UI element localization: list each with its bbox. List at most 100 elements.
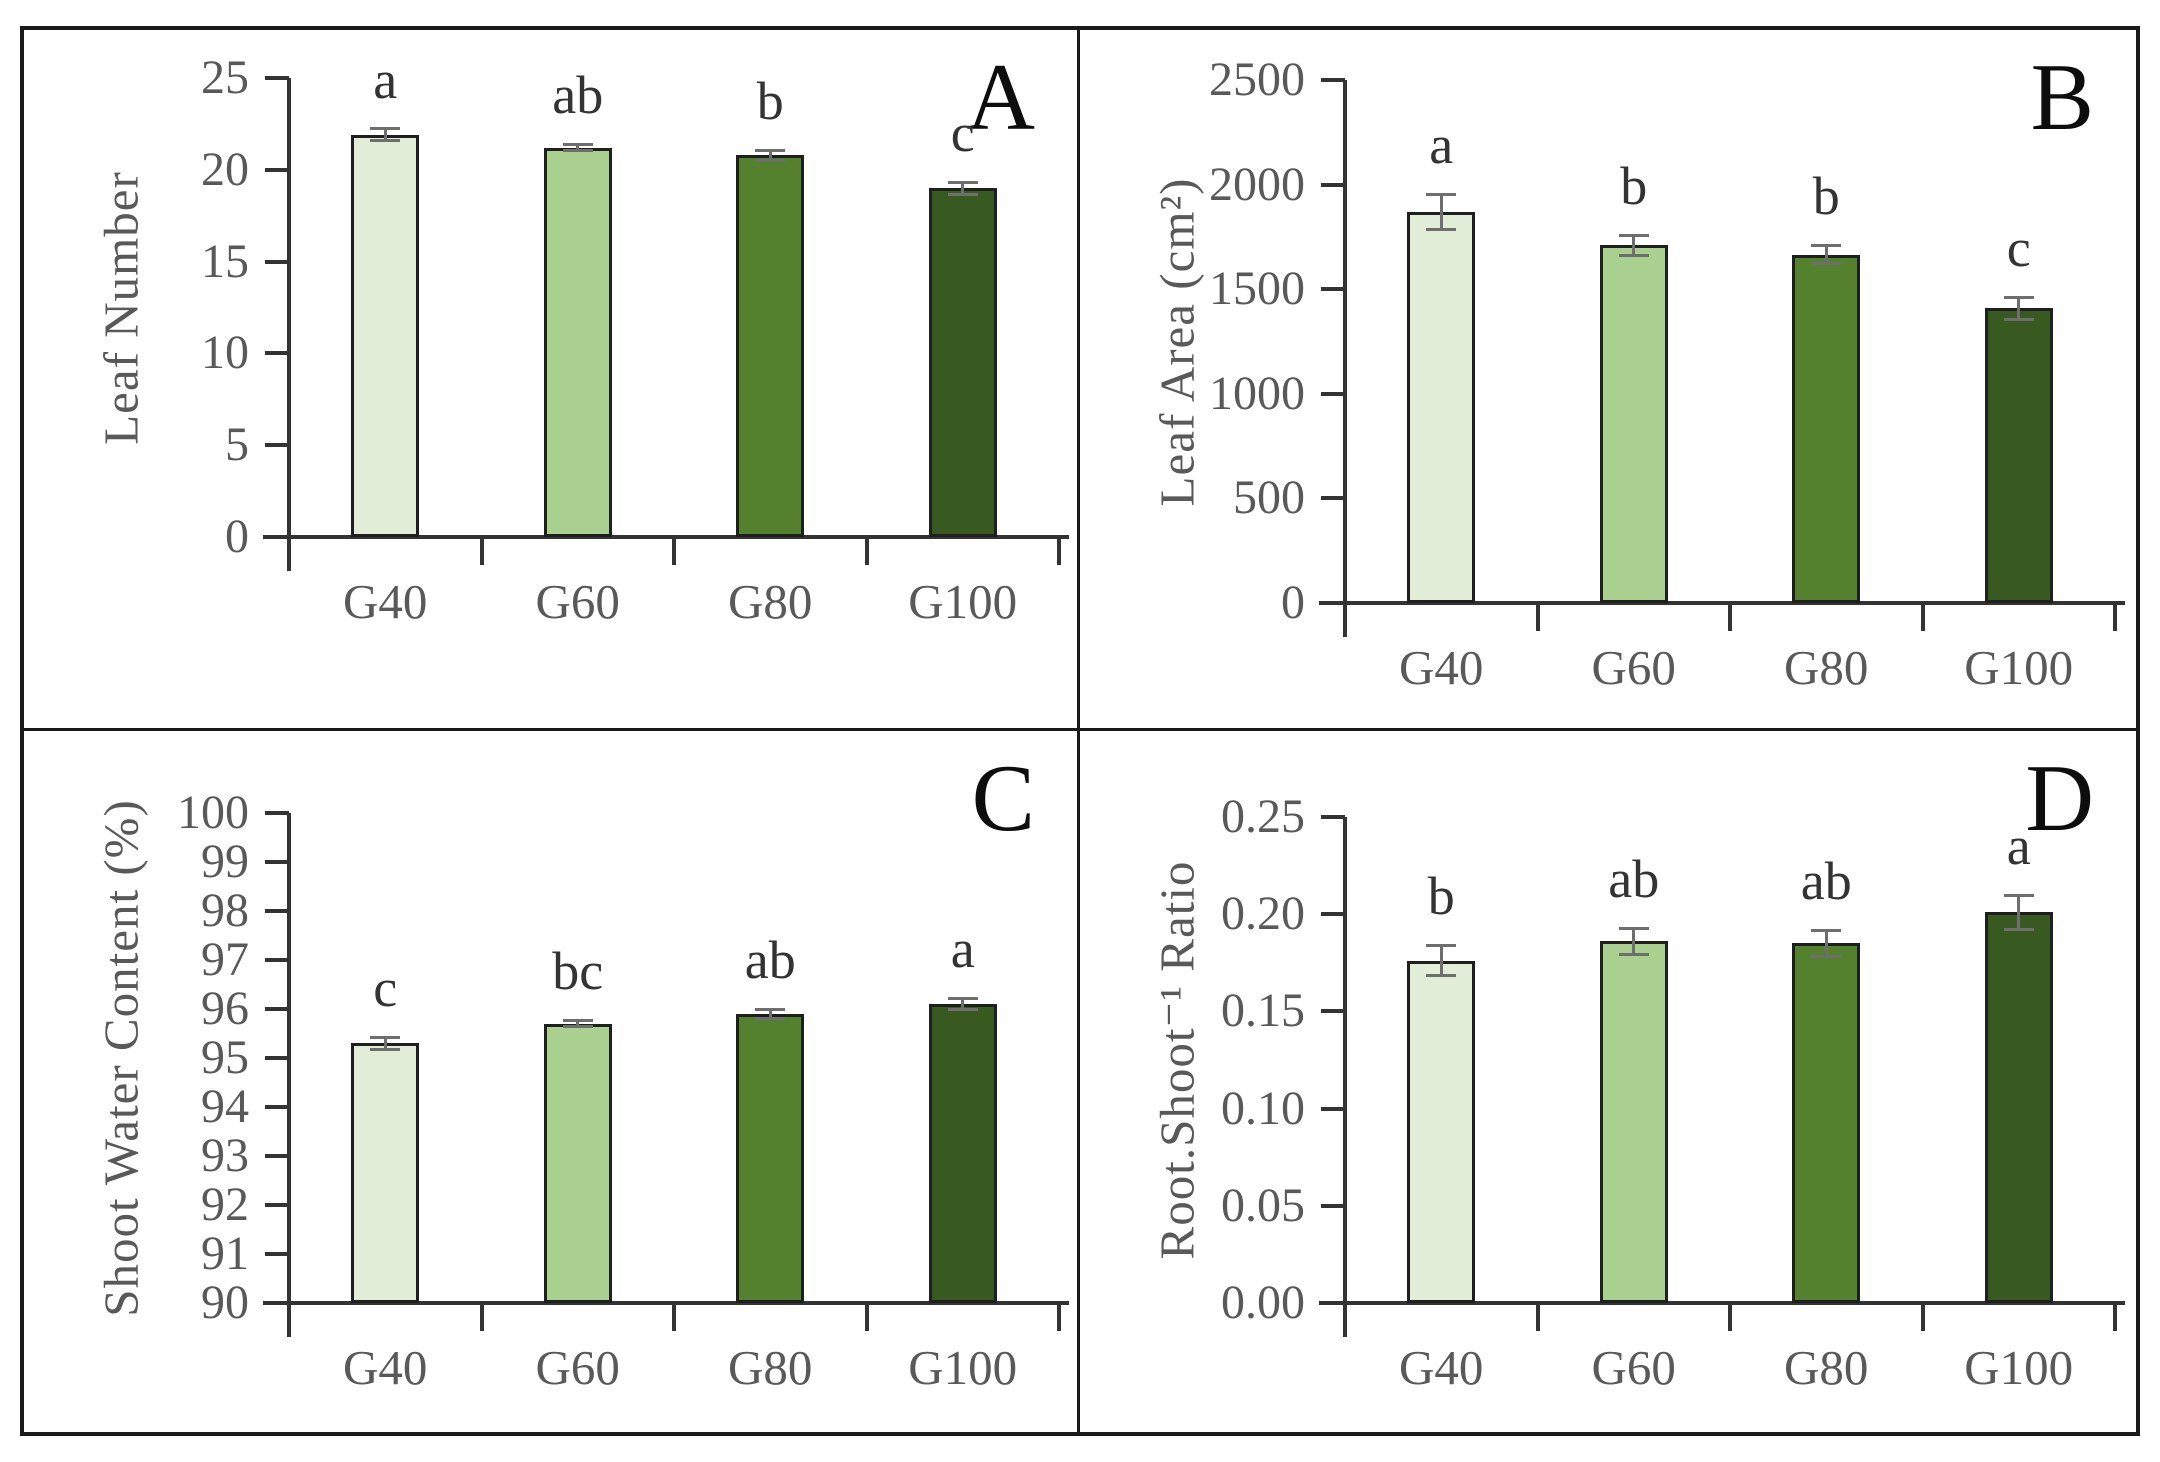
- y-tick: [265, 860, 289, 864]
- y-tick: [1321, 912, 1345, 917]
- y-tick: [265, 535, 289, 539]
- significance-letter: b: [756, 70, 784, 131]
- y-tick: [265, 1252, 289, 1256]
- significance-letter: c: [373, 957, 398, 1018]
- error-bar-cap-bottom: [1618, 953, 1649, 957]
- x-tick: [2113, 603, 2117, 631]
- x-tick: [672, 537, 676, 565]
- significance-letter: b: [1620, 155, 1648, 216]
- y-tick: [265, 259, 289, 264]
- y-tick-label: 99: [201, 835, 249, 888]
- y-tick-label: 91: [201, 1227, 249, 1280]
- bar-g80: [1792, 943, 1861, 1303]
- x-tick: [2113, 1303, 2117, 1331]
- panel-d: D Root.Shoot⁻¹ Ratio 0.25 0.20 0.15 0.10 0.0…: [1080, 731, 2136, 1432]
- y-tick-label: 10: [201, 326, 249, 380]
- error-bar-cap-top: [1811, 244, 1842, 248]
- y-axis-line: [1343, 817, 1347, 1337]
- panel-letter-c: C: [971, 745, 1035, 851]
- y-tick-label: 5: [225, 418, 249, 472]
- y-tick: [265, 351, 289, 356]
- y-tick: [265, 167, 289, 172]
- panel-letter-d: D: [2025, 745, 2094, 851]
- panel-a: A Leaf Number 25 20 15 10 5 0 a G40 ab G60 b G80 c G1…: [24, 30, 1080, 731]
- figure-2x2-bar-charts: A Leaf Number 25 20 15 10 5 0 a G40 ab G60 b G80 c G1…: [20, 26, 2140, 1436]
- y-tick-label: 20: [201, 142, 249, 196]
- plot-area-b: Leaf Area (cm²) 2500 2000 1500 1000 500 0 a G40…: [1150, 53, 2125, 694]
- error-bar-cap-top: [755, 1008, 786, 1011]
- bar-g60: [1599, 941, 1668, 1303]
- error-bar-line: [961, 181, 965, 195]
- x-tick: [1920, 1303, 1925, 1331]
- error-bar-cap-bottom: [755, 1016, 786, 1020]
- x-category-label-g80: G80: [728, 1340, 813, 1395]
- error-bar-line: [2017, 894, 2021, 930]
- x-tick: [479, 537, 484, 565]
- error-bar-line: [768, 1009, 772, 1019]
- bar-g60: [543, 147, 612, 537]
- error-bar-cap-bottom: [1426, 974, 1457, 978]
- y-tick: [1321, 287, 1345, 292]
- y-tick-label: 95: [201, 1031, 249, 1084]
- error-bar-cap-bottom: [1426, 227, 1457, 231]
- y-tick-label: 94: [201, 1080, 249, 1133]
- panel-c: C Shoot Water Content (%) 100 99 98 97 96 95 9…: [24, 731, 1080, 1432]
- y-tick-label: 0.00: [1221, 1276, 1305, 1329]
- y-tick-label: 0.10: [1221, 1081, 1305, 1135]
- x-category-label-g60: G60: [1591, 1340, 1676, 1395]
- plot-area-c: Shoot Water Content (%) 100 99 98 97 96 95 94 9…: [94, 786, 1069, 1394]
- error-bar-cap-top: [2003, 893, 2034, 897]
- significance-letter: ab: [744, 930, 796, 990]
- significance-letter: c: [950, 102, 975, 163]
- y-tick-label: 0.25: [1221, 790, 1305, 843]
- error-bar-line: [1439, 945, 1443, 977]
- error-bar-line: [383, 1036, 387, 1050]
- error-bar-line: [961, 998, 965, 1010]
- y-axis-line: [1343, 80, 1347, 637]
- error-bar-cap-top: [370, 1035, 401, 1039]
- y-tick-label: 1000: [1209, 366, 1305, 420]
- y-tick: [1321, 1203, 1345, 1208]
- error-bar-cap-bottom: [1811, 954, 1842, 958]
- bar-g100: [928, 1004, 997, 1303]
- panel-letter-a: A: [966, 44, 1035, 150]
- y-axis-label-b: Leaf Area (cm²): [1149, 177, 1205, 506]
- bar-g40: [351, 134, 420, 537]
- error-bar-cap-top: [370, 127, 401, 131]
- y-axis-label-a: Leaf Number: [93, 170, 149, 445]
- error-bar-line: [1632, 927, 1636, 955]
- error-bar-cap-bottom: [2003, 927, 2034, 931]
- error-bar-cap-top: [562, 1019, 593, 1023]
- bar-g40: [1407, 960, 1476, 1303]
- x-tick: [1535, 1303, 1540, 1331]
- y-tick: [1321, 496, 1345, 501]
- y-tick-label: 15: [201, 234, 249, 288]
- error-bar-cap-top: [1426, 944, 1457, 948]
- y-tick-label: 500: [1233, 471, 1305, 525]
- bar-g100: [928, 188, 997, 537]
- significance-letter: ab: [1800, 850, 1852, 911]
- x-category-label-g80: G80: [1784, 640, 1869, 695]
- x-category-label-g40: G40: [1399, 1340, 1484, 1395]
- bar-g80: [736, 1013, 805, 1303]
- error-bar-line: [1439, 194, 1443, 230]
- panel-b: B Leaf Area (cm²) 2500 2000 1500 1000 500 0 a G…: [1080, 30, 2136, 731]
- error-bar-cap-top: [562, 143, 593, 147]
- error-bar-cap-top: [1618, 233, 1649, 237]
- y-tick: [265, 1007, 289, 1011]
- y-tick: [1321, 815, 1345, 819]
- panel-letter-b: B: [2030, 44, 2094, 150]
- y-tick-label: 2500: [1209, 53, 1305, 106]
- error-bar-cap-top: [755, 148, 786, 152]
- plot-area-d: Root.Shoot⁻¹ Ratio 0.25 0.20 0.15 0.10 0.05 0…: [1150, 790, 2125, 1394]
- x-category-label-g80: G80: [728, 574, 813, 629]
- error-bar-cap-bottom: [947, 192, 978, 196]
- error-bar-line: [576, 144, 580, 152]
- x-tick: [1728, 603, 1732, 631]
- significance-letter: ab: [1608, 848, 1660, 909]
- y-tick: [1321, 182, 1345, 187]
- x-tick: [1920, 603, 1925, 631]
- significance-letter: a: [950, 919, 975, 980]
- x-axis-line: [263, 535, 1069, 539]
- x-category-label-g40: G40: [343, 574, 428, 629]
